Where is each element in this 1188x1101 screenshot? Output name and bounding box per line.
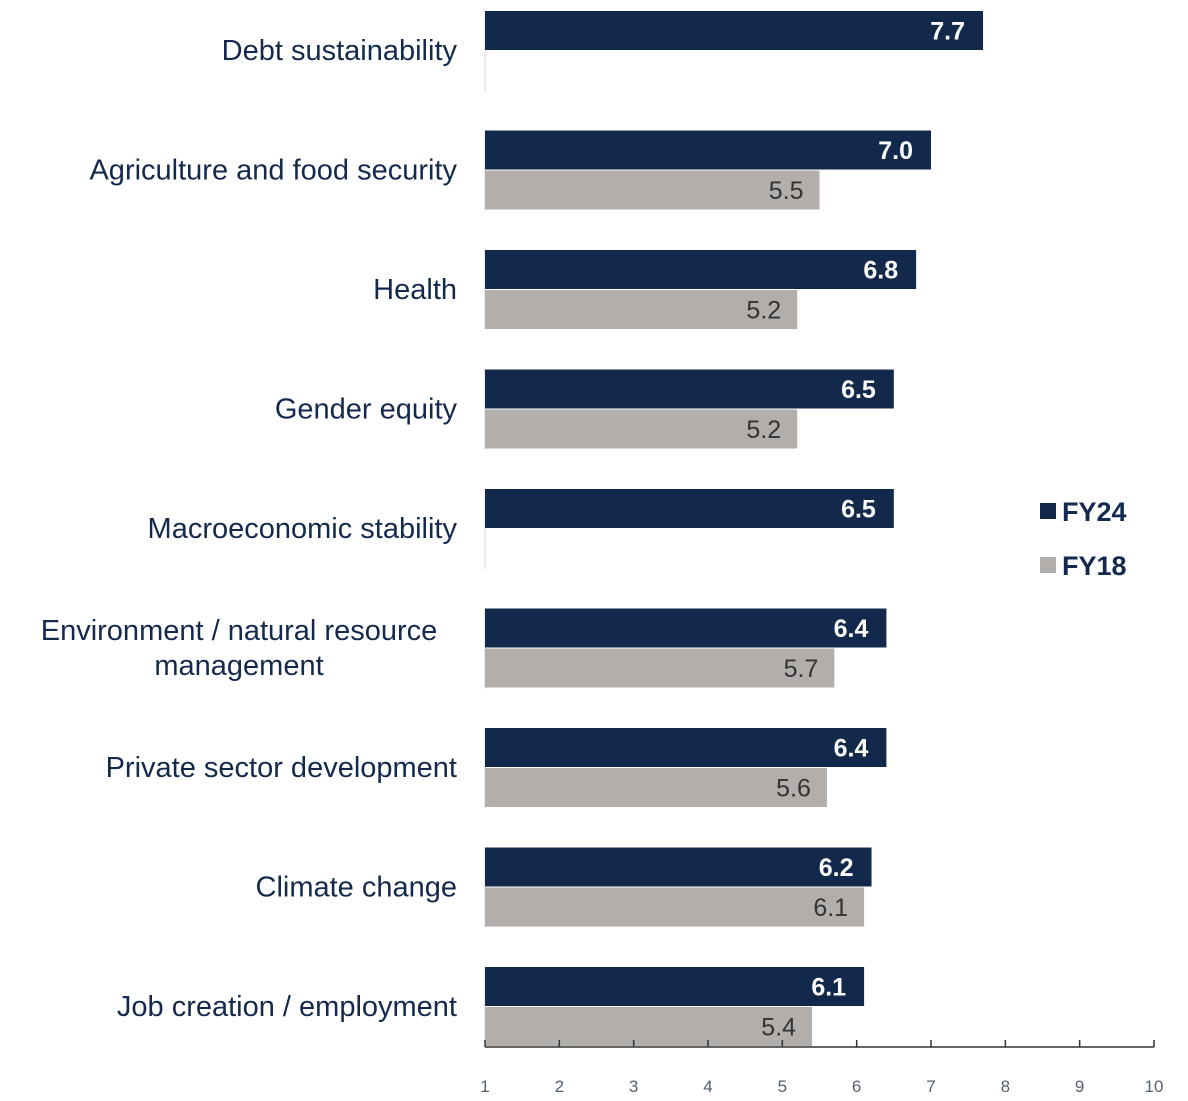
x-tick-label: 7 [926, 1077, 935, 1096]
data-label-fy24: 6.1 [811, 974, 846, 1002]
data-label-fy24: 6.8 [863, 257, 898, 285]
bar-fy24 [485, 967, 865, 1006]
bar-fy18 [485, 648, 835, 688]
x-tick-label: 4 [703, 1077, 712, 1096]
data-label-fy24: 7.7 [930, 18, 965, 46]
data-label-fy24: 6.5 [841, 496, 876, 524]
legend: FY24 FY18 [1040, 497, 1127, 581]
data-label-fy18: 5.2 [746, 416, 781, 444]
category-label-line: Environment / natural resource [41, 615, 438, 647]
data-label-fy24: 6.4 [834, 615, 869, 643]
legend-label: FY18 [1062, 551, 1127, 581]
bar-fy24 [485, 847, 872, 887]
x-tick-label: 1 [480, 1077, 489, 1096]
bar-fy18 [485, 1007, 813, 1046]
x-axis: 1 2 3 4 5 6 7 8 9 10 [480, 1040, 1163, 1096]
category-label: Health [373, 274, 457, 306]
bar-fy18 [485, 768, 827, 807]
category-label: Gender equity [275, 394, 458, 426]
legend-swatch [1040, 557, 1056, 573]
legend-label: FY24 [1062, 497, 1127, 527]
x-tick-label: 10 [1145, 1077, 1164, 1096]
category-label: Debt sustainability [222, 35, 458, 67]
bar-fy24 [485, 489, 894, 528]
bar-fy18 [485, 409, 798, 449]
data-label-fy24: 6.5 [841, 376, 876, 404]
category-label: Agriculture and food security [89, 155, 457, 187]
x-tick-label: 8 [1001, 1077, 1010, 1096]
bar-fy24 [485, 11, 984, 50]
data-label-fy18: 5.6 [776, 775, 811, 803]
category-label-line: management [154, 650, 323, 682]
category-label: Private sector development [106, 752, 457, 784]
data-label-fy18: 6.1 [813, 894, 848, 922]
data-label-fy24: 6.4 [834, 735, 869, 763]
bar-fy24 [485, 608, 887, 648]
bar-fy18 [485, 170, 820, 210]
bar-fy18 [485, 290, 798, 329]
bar-fy24 [485, 369, 894, 409]
x-tick-label: 2 [555, 1077, 564, 1096]
category-label: Climate change [256, 872, 458, 904]
data-label-fy18: 5.7 [784, 655, 819, 683]
data-label-fy24: 7.0 [878, 137, 913, 165]
x-tick-label: 3 [629, 1077, 638, 1096]
data-label-fy18: 5.4 [761, 1014, 796, 1042]
category-label: Job creation / employment [117, 991, 457, 1023]
bar-fy24 [485, 250, 917, 289]
bar-fy18 [485, 887, 865, 927]
x-tick-label: 9 [1075, 1077, 1084, 1096]
data-label-fy24: 6.2 [819, 854, 854, 882]
category-label: Environment / natural resource management [41, 615, 438, 682]
bars-layer: 7.7 Debt sustainability 7.0 5.5 Agriculture … [41, 11, 984, 1047]
category-label: Macroeconomic stability [148, 513, 458, 545]
data-label-fy18: 5.5 [769, 177, 804, 205]
x-tick-label: 5 [778, 1077, 787, 1096]
bar-fy24 [485, 130, 931, 170]
bar-fy24 [485, 728, 887, 767]
data-label-fy18: 5.2 [746, 297, 781, 325]
x-tick-label: 6 [852, 1077, 861, 1096]
legend-swatch [1040, 503, 1056, 519]
